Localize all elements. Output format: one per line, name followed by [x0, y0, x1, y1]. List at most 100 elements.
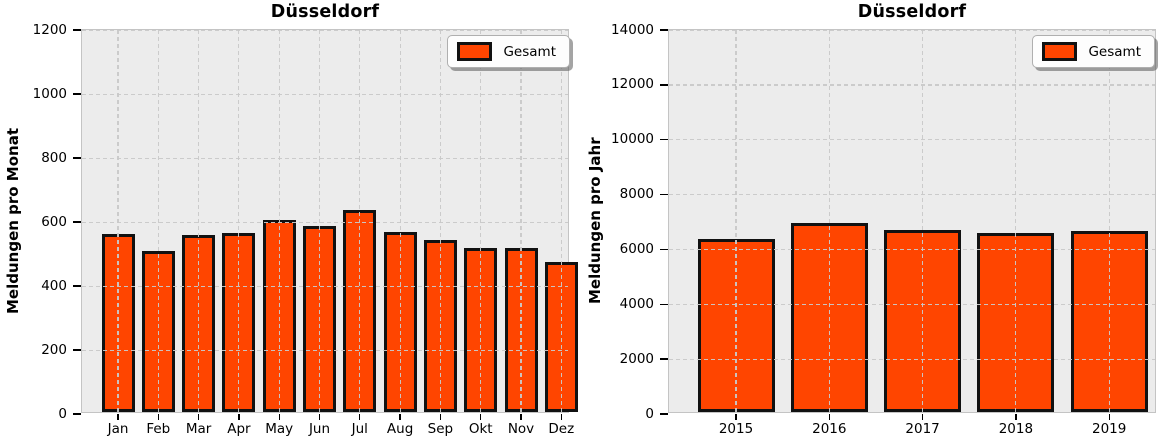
legend-label: Gesamt	[503, 43, 556, 60]
y-tick-mark	[660, 29, 668, 31]
x-tick-mark	[735, 414, 737, 420]
gridline-horizontal	[669, 29, 1155, 31]
gridline-vertical	[560, 30, 562, 412]
y-tick-label: 600	[41, 213, 67, 230]
y-tick-label: 800	[41, 149, 67, 166]
gridline-horizontal	[669, 194, 1155, 196]
gridline-horizontal	[669, 358, 1155, 360]
x-tick-mark	[318, 414, 321, 420]
y-tick-label: 10000	[611, 131, 654, 148]
x-tick-label: May	[265, 421, 294, 437]
y-tick-label: 200	[41, 341, 67, 358]
x-tick-mark	[278, 414, 280, 420]
x-tick-label: Nov	[507, 421, 535, 437]
y-tick-label: 4000	[619, 295, 654, 312]
x-tick-label: 2018	[998, 421, 1034, 437]
gridline-vertical	[922, 30, 924, 412]
gridline-horizontal	[82, 93, 568, 95]
legend-swatch	[1042, 42, 1078, 61]
gridline-vertical	[359, 30, 361, 412]
chart-monthly-panel: Düsseldorf Meldungen pro Monat 0 200 400 60…	[4, 2, 578, 437]
y-tick-mark	[660, 84, 668, 86]
x-tick-mark	[117, 414, 119, 420]
x-tick-mark	[197, 414, 200, 420]
chart-yearly-panel: Düsseldorf Meldungen pro Jahr 0 2000 4000 6…	[582, 0, 1164, 442]
y-tick-label: 12000	[611, 76, 654, 93]
gridline-horizontal	[669, 84, 1155, 86]
y-tick-mark	[660, 248, 668, 251]
y-tick-label: 8000	[619, 186, 654, 203]
y-tick-mark	[73, 349, 81, 351]
gridline-vertical	[439, 30, 441, 412]
y-tick-label: 6000	[619, 240, 654, 257]
legend: Gesamt	[1032, 35, 1155, 68]
gridline-vertical	[735, 30, 737, 412]
gridline-horizontal	[82, 285, 568, 287]
y-tick-mark	[660, 139, 668, 141]
gridline-vertical	[238, 30, 240, 412]
gridline-horizontal	[82, 349, 568, 351]
x-tick-mark	[560, 414, 562, 420]
legend-label: Gesamt	[1088, 43, 1141, 60]
y-tick-label: 1000	[32, 85, 67, 102]
x-tick-label: Jul	[351, 421, 368, 437]
x-tick-label: 2017	[905, 421, 940, 437]
x-tick-label: 2016	[812, 421, 847, 437]
y-tick-mark	[73, 157, 81, 159]
y-tick-label: 0	[58, 405, 67, 422]
legend: Gesamt	[447, 35, 570, 68]
gridline-horizontal	[669, 248, 1155, 251]
x-tick-label: Apr	[227, 421, 251, 437]
x-tick-mark	[1015, 414, 1017, 420]
gridline-horizontal	[669, 139, 1155, 141]
gridline-vertical	[828, 30, 830, 412]
gridline-vertical	[198, 30, 200, 412]
legend-swatch	[457, 42, 493, 61]
x-tick-mark	[439, 414, 442, 420]
gridline-vertical	[318, 30, 321, 412]
y-tick-mark	[73, 413, 81, 415]
x-tick-mark	[520, 414, 522, 420]
gridline-horizontal	[669, 303, 1155, 305]
x-tick-label: Aug	[386, 421, 414, 437]
x-tick-label: Okt	[468, 421, 493, 437]
gridline-vertical	[278, 30, 280, 412]
x-tick-mark	[921, 414, 924, 420]
y-tick-label: 14000	[611, 21, 654, 38]
x-tick-mark	[399, 414, 401, 420]
y-tick-label: 1200	[32, 21, 67, 38]
x-tick-label: Sep	[427, 421, 454, 437]
y-tick-label: 0	[645, 405, 654, 422]
gridline-vertical	[157, 30, 159, 412]
x-tick-label: Mar	[185, 421, 212, 437]
gridline-horizontal	[82, 221, 568, 223]
gridline-vertical	[1108, 30, 1110, 412]
x-tick-label: Feb	[146, 421, 171, 437]
x-tick-mark	[157, 414, 159, 420]
gridline-horizontal	[82, 157, 568, 159]
chart-title: Düsseldorf	[857, 2, 967, 22]
x-tick-label: Jan	[107, 421, 129, 437]
y-tick-mark	[73, 29, 81, 31]
gridline-horizontal	[82, 29, 568, 31]
gridline-vertical	[399, 30, 401, 412]
x-tick-mark	[480, 414, 482, 420]
gridline-vertical	[520, 30, 522, 412]
y-tick-label: 2000	[619, 350, 654, 367]
plot-area: 0 200 400 600 800 1000 1200 Jan Feb Mar Apr May Jun J…	[33, 22, 578, 437]
x-tick-label: 2015	[718, 421, 754, 437]
x-tick-label: 2019	[1092, 421, 1127, 437]
x-tick-mark	[238, 414, 240, 420]
y-tick-mark	[73, 221, 81, 223]
plot-area: 0 2000 4000 6000 8000 10000 12000 14000 2015 2016…	[611, 22, 1156, 437]
y-tick-mark	[660, 413, 668, 415]
y-tick-mark	[73, 285, 81, 287]
y-tick-mark	[660, 193, 668, 196]
y-tick-label: 400	[41, 277, 67, 294]
chart-title: Düsseldorf	[270, 2, 380, 22]
x-tick-mark	[359, 414, 361, 420]
y-tick-mark	[73, 93, 81, 95]
x-tick-mark	[828, 414, 830, 420]
y-tick-mark	[660, 358, 668, 360]
